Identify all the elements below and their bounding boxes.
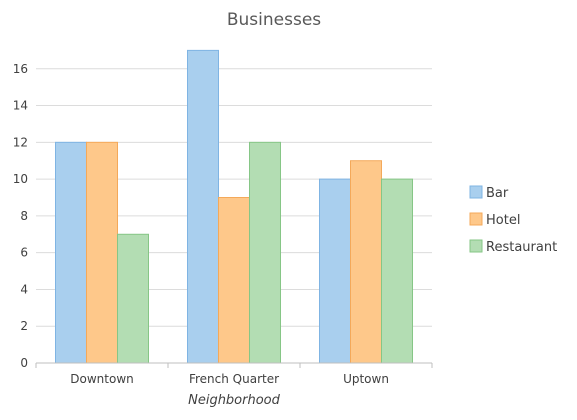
- bar-restaurant-downtown: [117, 233, 149, 364]
- y-tick-label: 6: [20, 246, 28, 260]
- legend: Bar Hotel Restaurant: [469, 185, 557, 255]
- bar-restaurant-french-quarter: [249, 141, 281, 364]
- bar-bar-uptown: [319, 178, 351, 364]
- y-tick-label: 12: [13, 135, 28, 149]
- y-tick-label: 2: [20, 319, 28, 333]
- bar-hotel-french-quarter: [218, 197, 250, 364]
- y-tick-label: 14: [13, 99, 28, 113]
- x-tick-label: Uptown: [343, 372, 389, 386]
- bar-restaurant-uptown: [381, 178, 413, 364]
- y-tick-label: 0: [20, 356, 28, 370]
- y-tick-label: 16: [13, 62, 28, 76]
- bar-bar-french-quarter: [187, 49, 219, 364]
- x-axis-title: Neighborhood: [188, 393, 281, 408]
- legend-swatch-bar: [469, 185, 483, 199]
- bar-bar-downtown: [55, 141, 87, 364]
- legend-swatch-restaurant: [469, 239, 483, 253]
- chart-title: Businesses: [227, 10, 321, 30]
- y-tick-label: 10: [13, 172, 28, 186]
- legend-label-restaurant: Restaurant: [486, 240, 557, 255]
- y-tick-label: 4: [20, 282, 28, 296]
- x-tick-label: Downtown: [70, 372, 133, 386]
- legend-swatch-hotel: [469, 212, 483, 226]
- bar-hotel-downtown: [86, 141, 118, 364]
- y-axis: 0 2 4 6 8 10 12 14 16: [13, 62, 28, 370]
- legend-label-hotel: Hotel: [486, 213, 520, 228]
- legend-label-bar: Bar: [486, 186, 509, 201]
- y-tick-label: 8: [20, 209, 28, 223]
- x-tick-label: French Quarter: [189, 372, 279, 386]
- bars: [55, 49, 413, 364]
- bar-hotel-uptown: [350, 160, 382, 364]
- x-axis: Downtown French Quarter Uptown: [35, 363, 433, 386]
